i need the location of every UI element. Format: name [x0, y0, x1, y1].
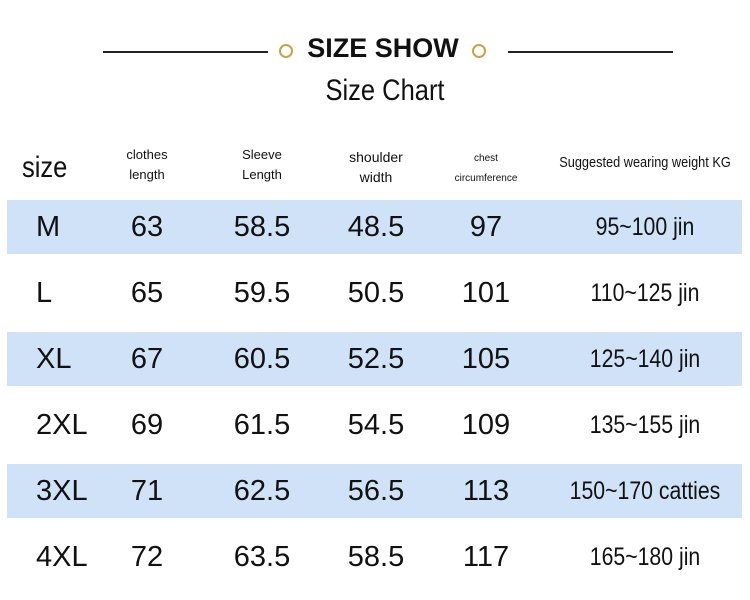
table-cell: 105 [461, 343, 511, 375]
table-cell: 62.5 [233, 475, 291, 507]
row-band [7, 332, 742, 386]
table-cell: 97 [469, 211, 503, 243]
table-cell: 95~100 jin [595, 213, 695, 241]
subtitle: Size Chart [325, 74, 445, 107]
column-header: clothes length [126, 147, 168, 182]
title-ornament [279, 44, 293, 58]
table-cell: 135~155 jin [589, 411, 701, 439]
table-cell: 101 [461, 277, 511, 309]
table-cell: 63.5 [233, 541, 291, 573]
table-cell: L [36, 277, 53, 309]
title: SIZE SHOW [307, 33, 459, 63]
column-header: Sleeve Length [242, 147, 282, 182]
table-cell: 110~125 jin [590, 279, 700, 307]
column-header: chest circumference [454, 153, 518, 184]
table-cell: 63 [130, 211, 164, 243]
table-cell: 109 [461, 409, 511, 441]
table-cell: 2XL [36, 409, 88, 441]
table-cell: 59.5 [233, 277, 291, 309]
row-band [7, 464, 742, 518]
table-cell: 50.5 [347, 277, 405, 309]
title-rule [103, 51, 268, 53]
table-cell: 117 [462, 541, 510, 573]
table-cell: 52.5 [347, 343, 405, 375]
table-cell: 113 [462, 475, 510, 507]
row-band [7, 200, 742, 254]
table-cell: 65 [130, 277, 164, 309]
table-cell: 3XL [36, 475, 88, 507]
table-cell: 125~140 jin [589, 345, 701, 373]
column-header: Suggested wearing weight KG [559, 154, 731, 171]
table-cell: 71 [130, 475, 164, 507]
table-cell: 61.5 [233, 409, 291, 441]
table-cell: 58.5 [347, 541, 405, 573]
column-header: size [22, 151, 68, 184]
title-rule [508, 51, 673, 53]
title-ornament [472, 44, 486, 58]
table-cell: 60.5 [233, 343, 291, 375]
table-cell: XL [36, 343, 72, 375]
table-cell: 72 [130, 541, 164, 573]
table-cell: 4XL [36, 541, 88, 573]
table-cell: 48.5 [347, 211, 405, 243]
table-cell: 69 [130, 409, 164, 441]
table-cell: 54.5 [347, 409, 405, 441]
table-cell: 67 [130, 343, 164, 375]
table-cell: 56.5 [347, 475, 405, 507]
table-cell: 165~180 jin [589, 543, 701, 571]
column-header: shoulder width [349, 149, 403, 185]
table-cell: 58.5 [233, 211, 291, 243]
table-cell: M [36, 211, 61, 243]
table-cell: 150~170 catties [569, 477, 721, 505]
